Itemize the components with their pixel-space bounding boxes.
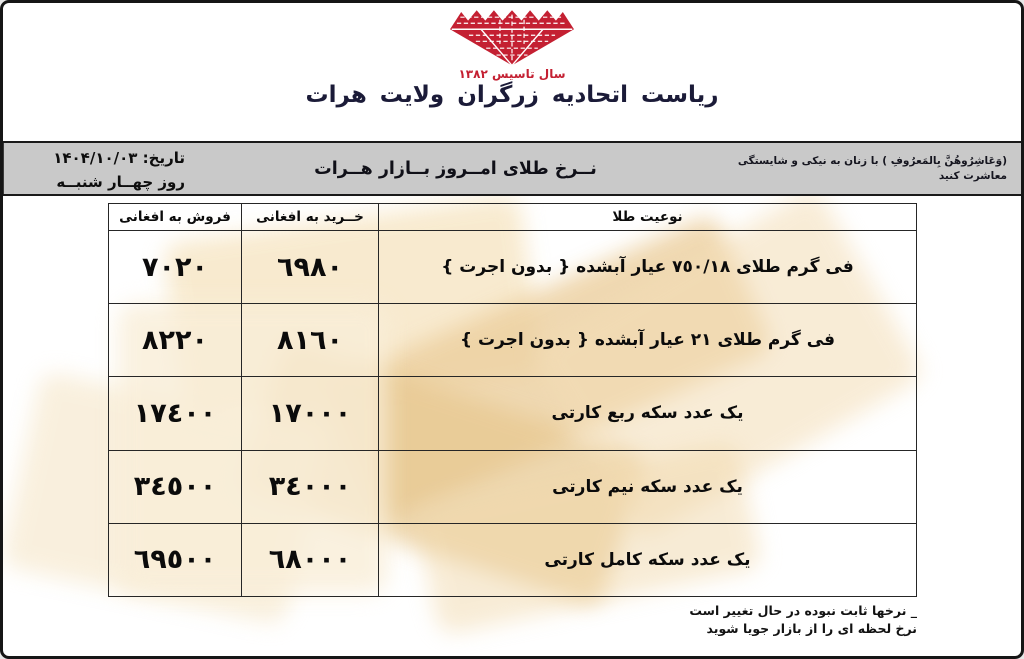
buy-price-cell: ٦٩٨٠ (241, 229, 379, 305)
col-header-buy: خــرید به افغانی (241, 203, 379, 231)
buy-price-cell: ٦٨٠٠٠ (241, 522, 379, 598)
gold-type-cell: یک عدد سکه نیم کارتی (378, 449, 917, 524)
header: سال تاسیس ۱۳۸۲ ریاست اتحادیه زرگران ولای… (3, 6, 1021, 108)
disclaimer-line-1: _ نرخها ثابت نبوده در حال تغییر است (689, 603, 917, 618)
table-row: یک عدد سکه نیم کارتی ٣٤٠٠٠ ٣٤٥٠٠ (108, 449, 917, 524)
buy-price-cell: ٣٤٠٠٠ (241, 449, 379, 524)
date-label: تاریخ: ۱۴۰۴/۱۰/۰۳ (53, 149, 185, 167)
gold-rates-table: نوعیت طلا خــرید به افغانی فروش به افغان… (108, 203, 917, 598)
date-box: تاریخ: ۱۴۰۴/۱۰/۰۳ روز چهــار شنبــه (3, 143, 195, 194)
table-row: فی گرم طلای ٧٥٠/١٨ عیار آبشده { بدون اجر… (108, 229, 917, 305)
sell-price-cell: ٦٩٥٠٠ (108, 522, 242, 598)
col-header-gold-type: نوعیت طلا (378, 203, 917, 231)
buy-price-cell: ٨١٦٠ (241, 303, 379, 378)
market-rate-title: نــرخ طلای امــروز بــازار هــرات (314, 158, 597, 179)
founding-year-label: سال تاسیس ۱۳۸۲ (458, 67, 566, 81)
organization-title: ریاست اتحادیه زرگران ولایت هرات (305, 82, 719, 108)
table-header-row: نوعیت طلا خــرید به افغانی فروش به افغان… (108, 203, 917, 231)
rate-disclaimer: _ نرخها ثابت نبوده در حال تغییر است نرخ … (689, 602, 917, 638)
buy-price-cell: ١٧٠٠٠ (241, 376, 379, 451)
gold-type-cell: یک عدد سکه ربع کارتی (378, 376, 917, 451)
sell-price-cell: ٨٢٢٠ (108, 303, 242, 378)
disclaimer-line-2: نرخ لحظه ای را از بازار جویا شوید (706, 621, 917, 636)
col-header-sell: فروش به افغانی (108, 203, 242, 231)
table-row: فی گرم طلای ٢١ عیار آبشده { بدون اجرت } … (108, 303, 917, 378)
weekday-label: روز چهــار شنبــه (56, 173, 185, 191)
gold-type-cell: فی گرم طلای ٧٥٠/١٨ عیار آبشده { بدون اجر… (378, 229, 917, 305)
sell-price-cell: ٧٠٢٠ (108, 229, 242, 305)
gold-type-cell: فی گرم طلای ٢١ عیار آبشده { بدون اجرت } (378, 303, 917, 378)
sell-price-cell: ٣٤٥٠٠ (108, 449, 242, 524)
info-bar: (وَعَاشِرُوهُنَّ بِالمَعرُوفِ ) با زنان … (3, 141, 1021, 196)
table-row: یک عدد سکه کامل کارتی ٦٨٠٠٠ ٦٩٥٠٠ (108, 522, 917, 598)
table-row: یک عدد سکه ربع کارتی ١٧٠٠٠ ١٧٤٠٠ (108, 376, 917, 451)
diamond-gem-logo-icon (450, 10, 574, 66)
religious-quote: (وَعَاشِرُوهُنَّ بِالمَعرُوفِ ) با زنان … (737, 154, 1007, 182)
sell-price-cell: ١٧٤٠٠ (108, 376, 242, 451)
gold-type-cell: یک عدد سکه کامل کارتی (378, 522, 917, 598)
